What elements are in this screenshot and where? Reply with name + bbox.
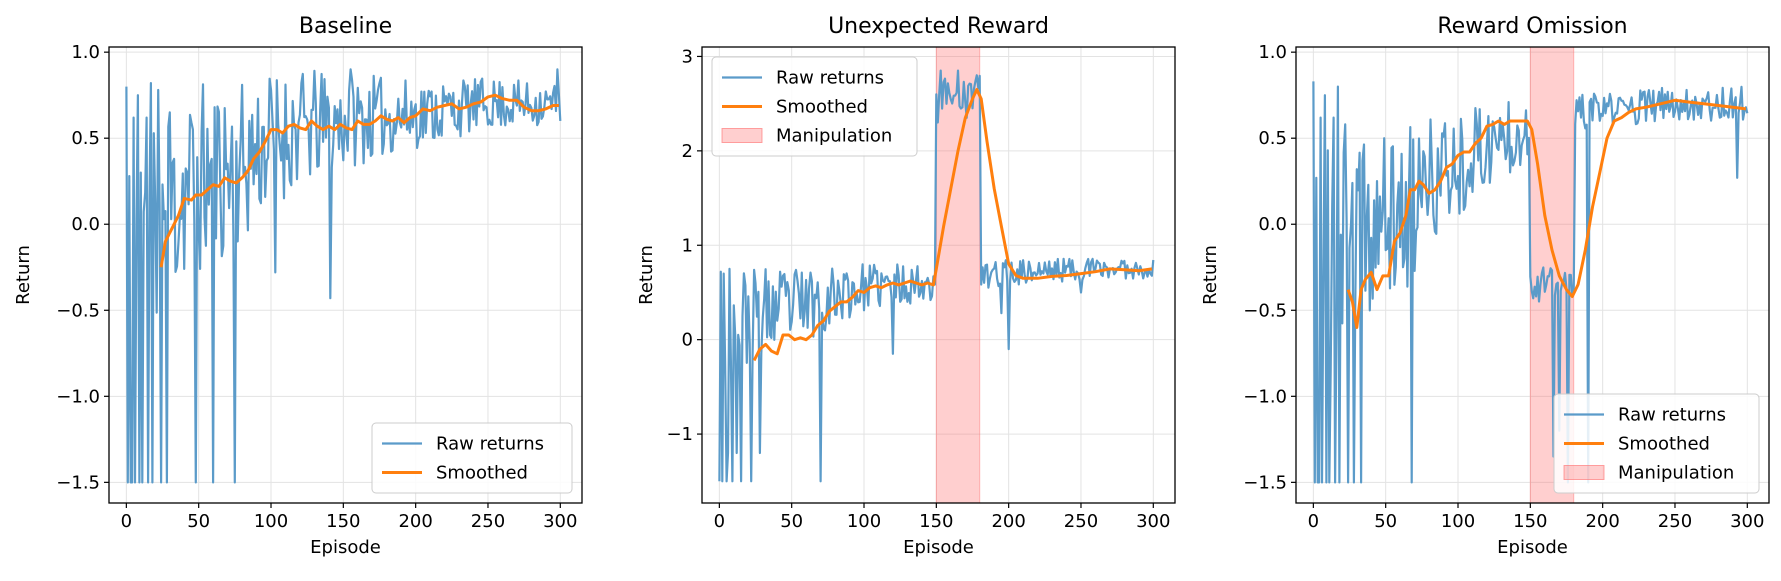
x-tick-label: 200 bbox=[991, 511, 1025, 532]
legend-label: Manipulation bbox=[1618, 463, 1734, 484]
x-tick-label: 50 bbox=[780, 511, 803, 532]
y-tick-label: −0.5 bbox=[56, 300, 100, 321]
x-tick-label: 100 bbox=[847, 511, 881, 532]
x-tick-label: 250 bbox=[1658, 511, 1692, 532]
axes-frame bbox=[701, 46, 1176, 504]
x-tick-label: 100 bbox=[254, 511, 288, 532]
y-tick-label: −1.0 bbox=[56, 386, 100, 407]
chart-title: Unexpected Reward bbox=[828, 14, 1049, 39]
y-axis-label: Return bbox=[636, 245, 657, 305]
y-tick-label: 2 bbox=[682, 141, 693, 162]
y-tick-label: −0.5 bbox=[1243, 300, 1287, 321]
y-tick-label: 0.5 bbox=[1258, 128, 1287, 149]
y-tick-label: 1.0 bbox=[71, 42, 100, 63]
smoothed-line bbox=[159, 93, 559, 268]
y-tick-label: −1 bbox=[666, 424, 693, 445]
legend-box bbox=[371, 422, 573, 494]
x-tick-label: 50 bbox=[1374, 511, 1397, 532]
smoothed-line bbox=[752, 88, 1153, 362]
legend-label: Smoothed bbox=[776, 97, 868, 118]
legend-label: Raw returns bbox=[436, 434, 544, 455]
x-tick-label: 200 bbox=[398, 511, 432, 532]
chart-panel-3: 0 50 100 150 200 250 300 −1.5 −1.0 −0.5 0.0 0.5 1.0 R… bbox=[1200, 14, 1770, 558]
x-tick-label: 50 bbox=[187, 511, 210, 532]
y-axis-label: Return bbox=[1200, 245, 1221, 305]
y-tick-label: −1.0 bbox=[1243, 386, 1287, 407]
chart-title: Reward Omission bbox=[1437, 14, 1627, 39]
x-tick-label: 100 bbox=[1441, 511, 1475, 532]
x-tick-label: 300 bbox=[1136, 511, 1170, 532]
chart-panel-2: 0 50 100 150 200 250 300 −1 0 1 2 3 Unexpected Rewar… bbox=[636, 14, 1176, 558]
legend-box bbox=[1553, 393, 1760, 494]
y-tick-label: 0.0 bbox=[71, 214, 100, 235]
x-tick-label: 150 bbox=[326, 511, 360, 532]
axes-frame bbox=[1295, 46, 1770, 504]
raw-returns-line bbox=[125, 68, 562, 484]
legend: Raw returns Smoothed Manipulation bbox=[1553, 393, 1760, 494]
y-tick-label: 0 bbox=[682, 330, 693, 351]
legend-label: Smoothed bbox=[1618, 434, 1710, 455]
y-tick-label: 0.0 bbox=[1258, 214, 1287, 235]
x-tick-label: 0 bbox=[1308, 511, 1319, 532]
y-tick-label: 0.5 bbox=[71, 128, 100, 149]
y-tick-label: 3 bbox=[682, 46, 693, 67]
x-tick-label: 300 bbox=[1730, 511, 1764, 532]
legend: Raw returns Smoothed Manipulation bbox=[711, 56, 918, 157]
y-tick-label: −1.5 bbox=[1243, 472, 1287, 493]
axes-frame bbox=[108, 46, 583, 504]
legend-swatch-patch bbox=[1563, 465, 1605, 480]
y-tick-label: 1 bbox=[682, 235, 693, 256]
x-tick-label: 200 bbox=[1585, 511, 1619, 532]
legend-swatch-patch bbox=[721, 128, 763, 143]
chart-panel-1: 0 50 100 150 200 250 300 −1.5 −1.0 −0.5 0.0 0.5 1.0 B… bbox=[13, 14, 583, 558]
y-tick-label: 1.0 bbox=[1258, 42, 1287, 63]
x-tick-label: 250 bbox=[471, 511, 505, 532]
x-tick-label: 0 bbox=[714, 511, 725, 532]
x-tick-label: 0 bbox=[121, 511, 132, 532]
x-axis-label: Episode bbox=[1497, 537, 1568, 558]
x-tick-label: 150 bbox=[1513, 511, 1547, 532]
x-tick-label: 300 bbox=[543, 511, 577, 532]
raw-returns-line bbox=[718, 69, 1155, 483]
x-axis-label: Episode bbox=[310, 537, 381, 558]
smoothed-line bbox=[1346, 98, 1747, 329]
chart-title: Baseline bbox=[299, 14, 392, 39]
legend-label: Smoothed bbox=[436, 463, 528, 484]
legend-box bbox=[711, 56, 918, 157]
legend-label: Manipulation bbox=[776, 126, 892, 147]
x-axis-label: Episode bbox=[903, 537, 974, 558]
x-tick-label: 150 bbox=[919, 511, 953, 532]
legend-label: Raw returns bbox=[776, 68, 884, 89]
y-tick-label: −1.5 bbox=[56, 472, 100, 493]
raw-returns-line bbox=[1312, 81, 1749, 484]
manipulation-span bbox=[935, 46, 981, 504]
legend: Raw returns Smoothed bbox=[371, 422, 573, 494]
y-axis-label: Return bbox=[13, 245, 34, 305]
legend-label: Raw returns bbox=[1618, 405, 1726, 426]
x-tick-label: 250 bbox=[1064, 511, 1098, 532]
